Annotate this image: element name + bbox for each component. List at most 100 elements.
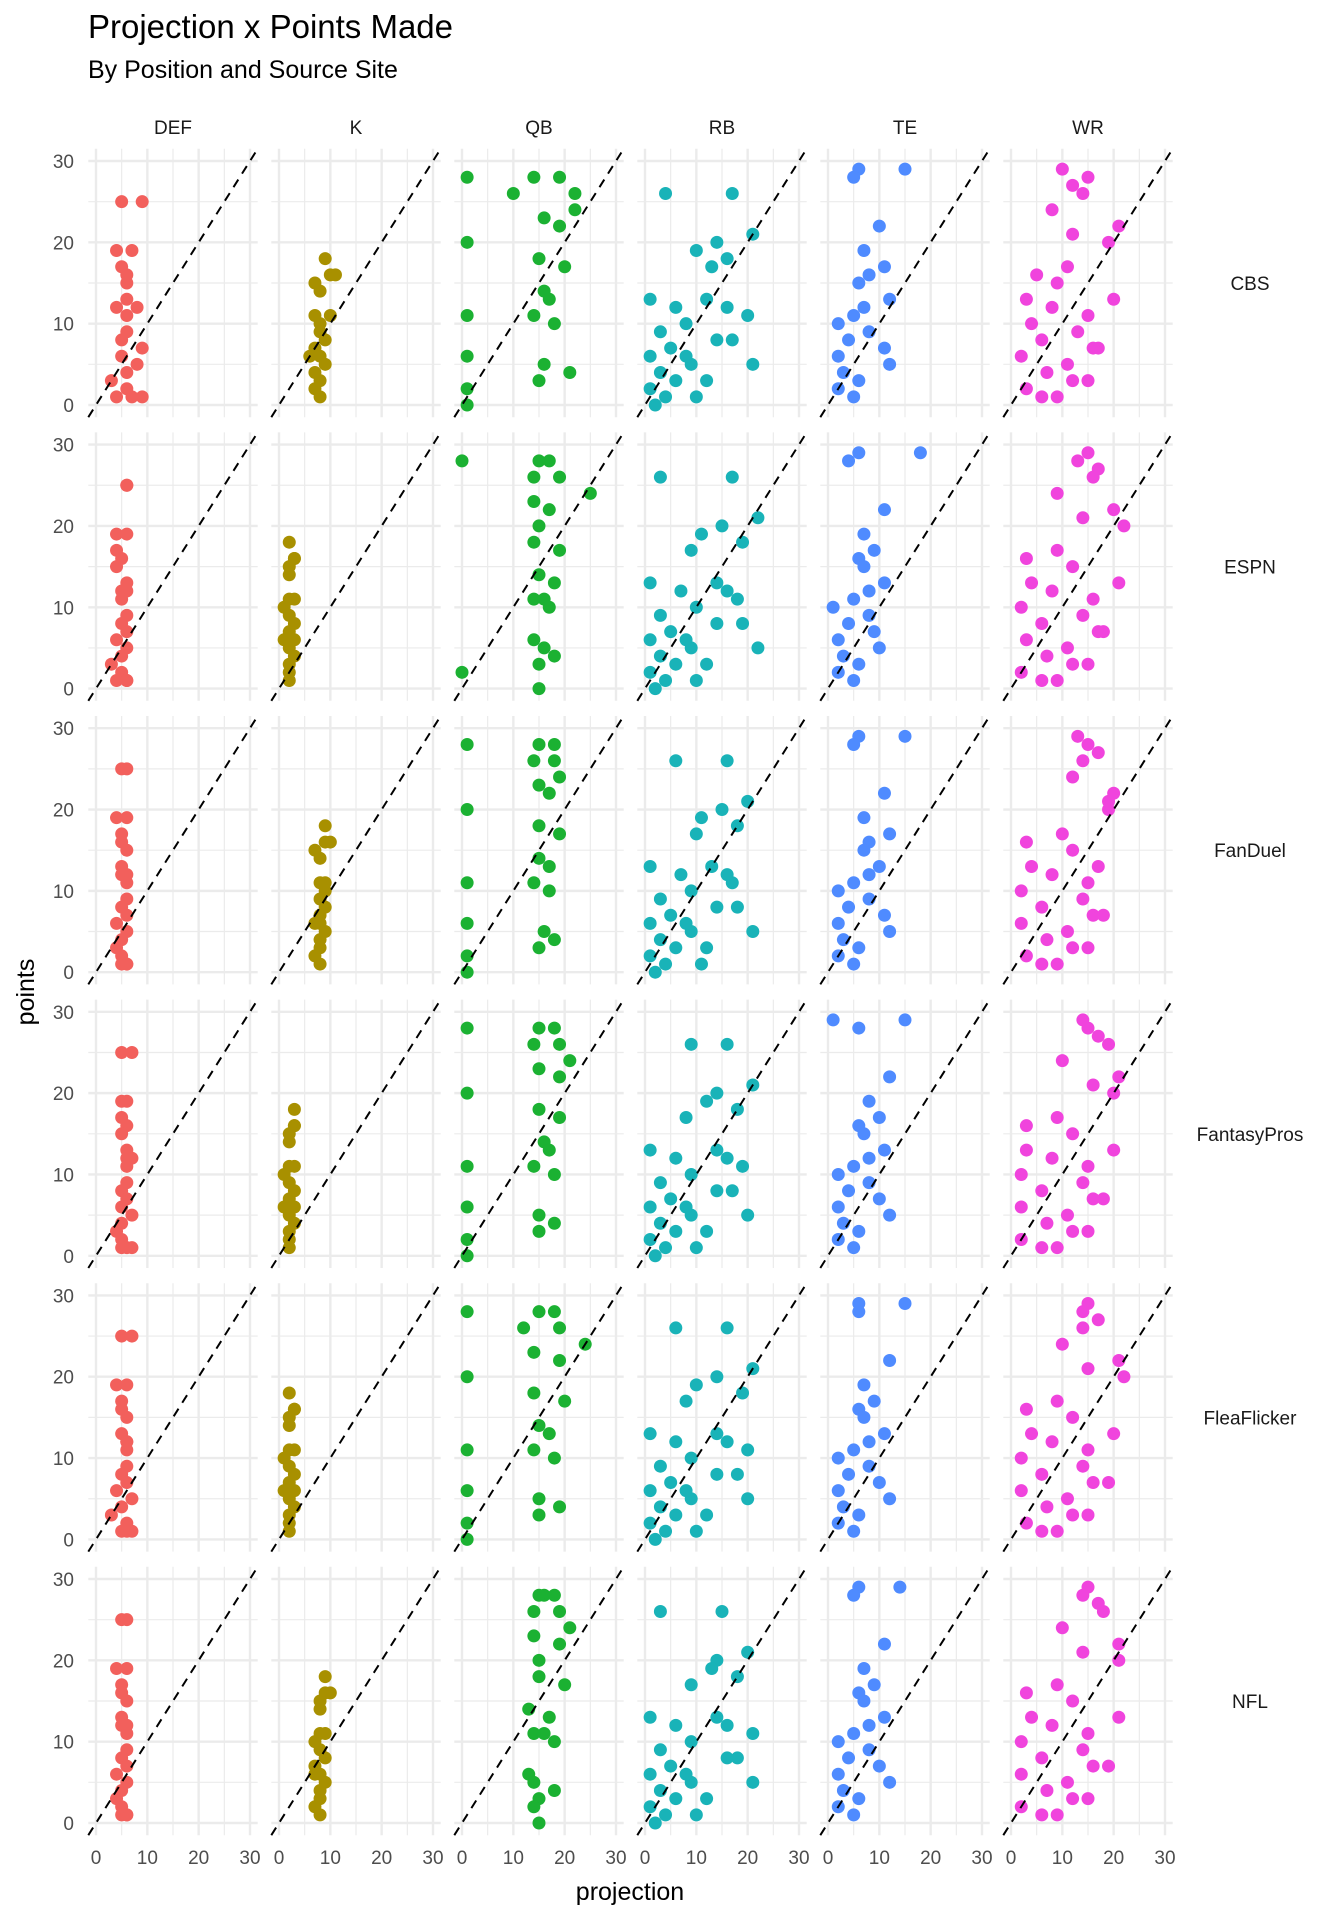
data-point-wr — [1019, 835, 1033, 849]
data-point-rb — [669, 1792, 683, 1806]
data-point-wr — [1091, 859, 1105, 873]
data-point-qb — [460, 170, 474, 184]
data-point-wr — [1081, 941, 1095, 955]
data-point-qb — [532, 1508, 546, 1522]
data-point-def — [120, 1094, 134, 1108]
data-point-qb — [532, 941, 546, 955]
data-point-rb — [643, 1143, 657, 1157]
data-point-wr — [1091, 746, 1105, 760]
reference-line-y-equals-x — [819, 999, 991, 1269]
data-point-wr — [1045, 203, 1059, 217]
data-point-qb — [537, 357, 551, 371]
data-point-wr — [1086, 1759, 1100, 1773]
data-point-te — [847, 1524, 861, 1538]
data-point-rb — [720, 868, 734, 882]
data-point-qb — [547, 933, 561, 947]
data-point-te — [847, 1808, 861, 1822]
data-point-rb — [643, 859, 657, 873]
data-point-rb — [725, 187, 739, 201]
data-point-wr — [1107, 1143, 1121, 1157]
data-point-rb — [705, 1661, 719, 1675]
column-strip-label: TE — [893, 118, 917, 139]
data-point-te — [862, 1151, 876, 1165]
data-point-rb — [664, 1759, 678, 1773]
x-tick-label: 0 — [1006, 1848, 1017, 1869]
data-point-wr — [1081, 170, 1095, 184]
data-point-te — [857, 243, 871, 257]
data-point-rb — [648, 1532, 662, 1546]
reference-line-y-equals-x — [636, 1282, 808, 1553]
data-point-rb — [659, 1808, 673, 1822]
data-point-rb — [710, 900, 724, 914]
data-point-qb — [527, 495, 541, 509]
data-point-wr — [1050, 1394, 1064, 1408]
reference-line-y-equals-x — [87, 715, 259, 985]
data-point-qb — [537, 211, 551, 225]
data-point-def — [110, 390, 124, 404]
data-point-qb — [553, 543, 567, 557]
data-point-te — [852, 374, 866, 388]
x-tick-label: 20 — [920, 1848, 941, 1869]
data-point-qb — [532, 1492, 546, 1506]
y-tick-label: 20 — [53, 1651, 74, 1672]
x-tick-label: 0 — [91, 1848, 102, 1869]
data-point-wr — [1055, 1621, 1069, 1635]
x-tick-label: 30 — [788, 1848, 809, 1869]
data-point-qb — [568, 187, 582, 201]
data-point-wr — [1076, 1321, 1090, 1335]
x-tick-label: 20 — [188, 1848, 209, 1869]
data-point-te — [842, 617, 856, 631]
data-point-k — [287, 1159, 301, 1173]
data-point-qb — [532, 252, 546, 266]
data-point-qb — [553, 1321, 567, 1335]
data-point-rb — [746, 925, 760, 939]
data-point-wr — [1091, 1029, 1105, 1043]
data-point-rb — [705, 859, 719, 873]
data-point-qb — [460, 309, 474, 323]
data-point-rb — [710, 1467, 724, 1481]
data-point-rb — [736, 535, 750, 549]
data-point-wr — [1050, 957, 1064, 971]
data-point-te — [831, 1167, 845, 1181]
data-point-qb — [553, 1605, 567, 1619]
data-point-qb — [547, 649, 561, 663]
data-point-qb — [532, 819, 546, 833]
data-point-te — [831, 1200, 845, 1214]
data-point-qb — [460, 1200, 474, 1214]
data-point-k — [287, 551, 301, 565]
data-point-qb — [527, 1037, 541, 1051]
data-point-qb — [547, 737, 561, 751]
data-point-qb — [532, 657, 546, 671]
data-point-qb — [563, 365, 577, 379]
data-point-rb — [653, 1605, 667, 1619]
data-point-def — [120, 1378, 134, 1392]
data-point-wr — [1035, 1524, 1049, 1538]
data-point-te — [852, 1305, 866, 1319]
data-point-qb — [532, 1653, 546, 1667]
data-point-wr — [1045, 300, 1059, 314]
y-tick-label: 10 — [53, 1449, 74, 1470]
data-point-rb — [730, 1467, 744, 1481]
data-point-rb — [669, 374, 683, 388]
data-point-te — [831, 349, 845, 363]
data-point-k — [282, 535, 296, 549]
reference-line-y-equals-x — [636, 148, 808, 418]
x-tick-label: 0 — [823, 1848, 834, 1869]
data-point-wr — [1066, 1224, 1080, 1238]
data-point-qb — [547, 1735, 561, 1749]
data-point-qb — [553, 219, 567, 233]
data-point-rb — [694, 527, 708, 541]
data-point-wr — [1117, 1370, 1131, 1384]
column-strip-label: DEF — [154, 118, 192, 139]
data-point-te — [857, 527, 871, 541]
data-point-rb — [643, 576, 657, 590]
x-tick-label: 20 — [737, 1848, 758, 1869]
data-point-def — [110, 527, 124, 541]
data-point-rb — [684, 1037, 698, 1051]
data-point-def — [115, 1045, 129, 1059]
data-point-k — [318, 252, 332, 266]
data-point-qb — [553, 1500, 567, 1514]
data-point-wr — [1081, 374, 1095, 388]
data-point-def — [135, 390, 149, 404]
